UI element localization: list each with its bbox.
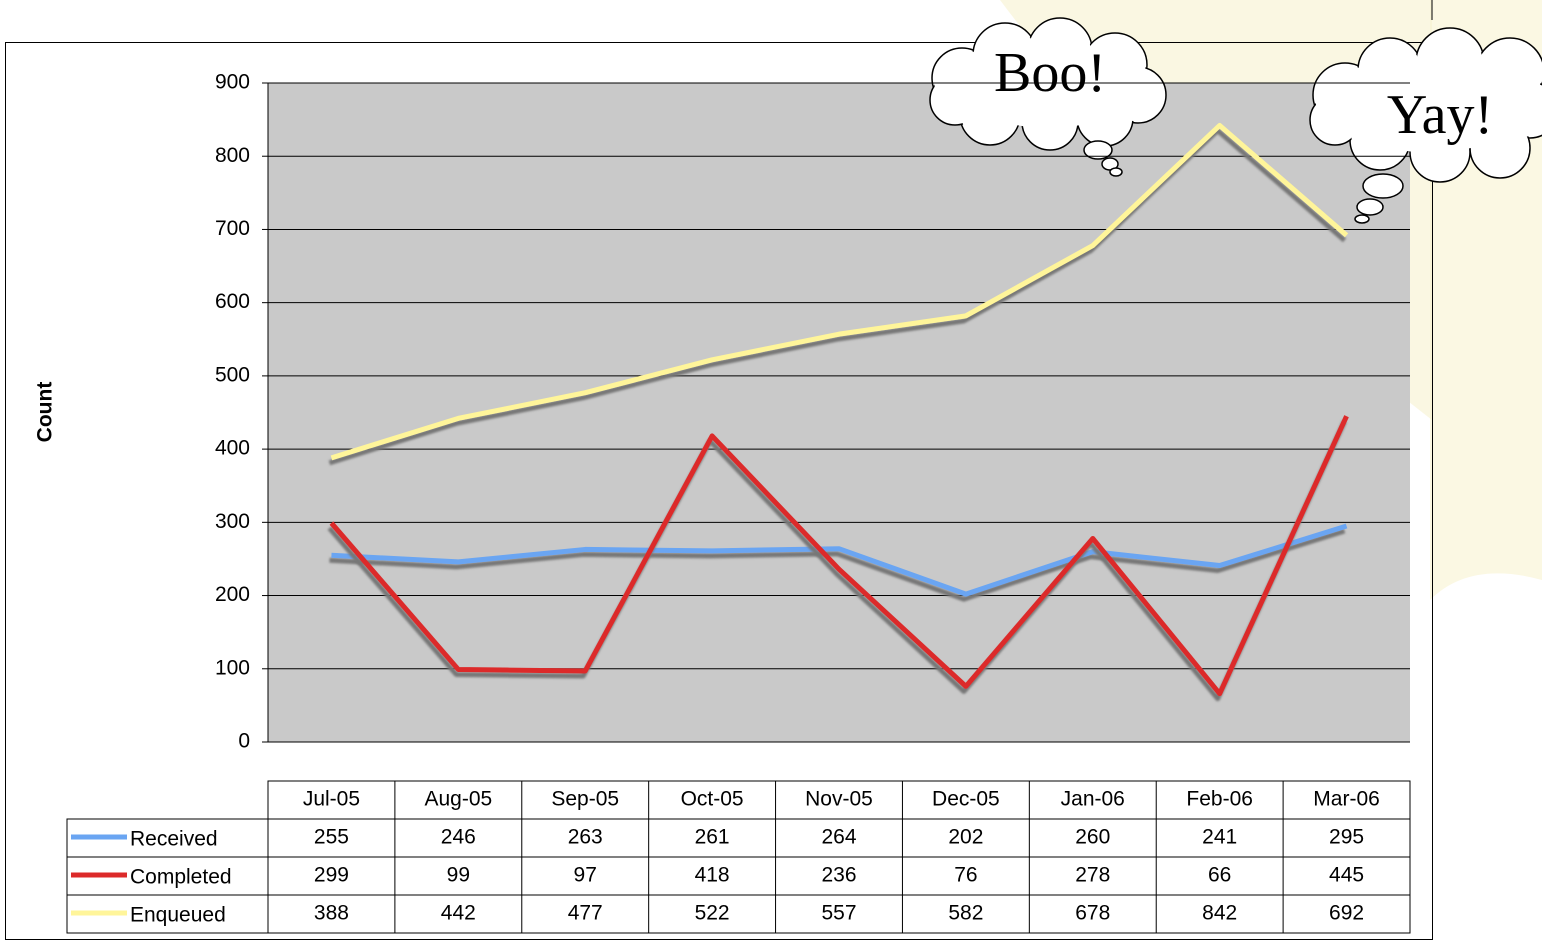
table-value: 261 (695, 826, 730, 849)
legend-label: Received (130, 828, 218, 851)
table-value: 477 (568, 902, 603, 925)
table-value: 842 (1202, 902, 1237, 925)
table-value: 97 (574, 864, 597, 887)
table-value: 692 (1329, 902, 1364, 925)
y-tick-label: 300 (215, 510, 250, 533)
cloud-bubble (1355, 215, 1369, 223)
table-value: 263 (568, 826, 603, 849)
table-value: 99 (447, 864, 470, 887)
x-tick-label: Oct-05 (681, 788, 744, 811)
table-value: 522 (695, 902, 730, 925)
y-tick-label: 800 (215, 144, 250, 167)
x-tick-label: Mar-06 (1313, 788, 1380, 811)
table-value: 202 (948, 826, 983, 849)
x-tick-label: Sep-05 (551, 788, 619, 811)
table-value: 66 (1208, 864, 1231, 887)
cloud-bubble (1363, 174, 1403, 198)
annotation: Yay! (1387, 84, 1493, 146)
y-tick-label: 600 (215, 290, 250, 313)
table-value: 557 (821, 902, 856, 925)
table-value: 678 (1075, 902, 1110, 925)
table-value: 299 (314, 864, 349, 887)
y-tick-label: 500 (215, 363, 250, 386)
table-value: 295 (1329, 826, 1364, 849)
x-tick-label: Dec-05 (932, 788, 1000, 811)
cloud-bubble (1357, 199, 1383, 215)
x-tick-label: Jan-06 (1061, 788, 1125, 811)
table-value: 76 (954, 864, 977, 887)
y-axis-label: Count (34, 382, 57, 443)
table-value: 418 (695, 864, 730, 887)
table-value: 442 (441, 902, 476, 925)
plot-area (268, 83, 1410, 742)
chart: Count Boo! Yay! 0 100 200 300 400 500 600 700 800… (0, 0, 1542, 945)
legend-label: Completed (130, 866, 232, 889)
y-tick-label: 100 (215, 656, 250, 679)
y-tick-label: 400 (215, 437, 250, 460)
x-tick-label: Feb-06 (1186, 788, 1253, 811)
table-value: 246 (441, 826, 476, 849)
cloud-bubble (1110, 168, 1122, 176)
y-tick-label: 900 (215, 71, 250, 94)
table-value: 236 (821, 864, 856, 887)
x-tick-label: Jul-05 (303, 788, 360, 811)
table-value: 260 (1075, 826, 1110, 849)
table-value: 255 (314, 826, 349, 849)
table-value: 278 (1075, 864, 1110, 887)
table-value: 445 (1329, 864, 1364, 887)
y-tick-label: 0 (238, 730, 250, 753)
y-tick-label: 700 (215, 217, 250, 240)
table-value: 582 (948, 902, 983, 925)
annotation: Boo! (994, 42, 1106, 104)
y-tick-label: 200 (215, 583, 250, 606)
legend-label: Enqueued (130, 904, 226, 927)
x-tick-label: Nov-05 (805, 788, 873, 811)
table-value: 264 (821, 826, 856, 849)
table-value: 241 (1202, 826, 1237, 849)
table-value: 388 (314, 902, 349, 925)
x-tick-label: Aug-05 (424, 788, 492, 811)
